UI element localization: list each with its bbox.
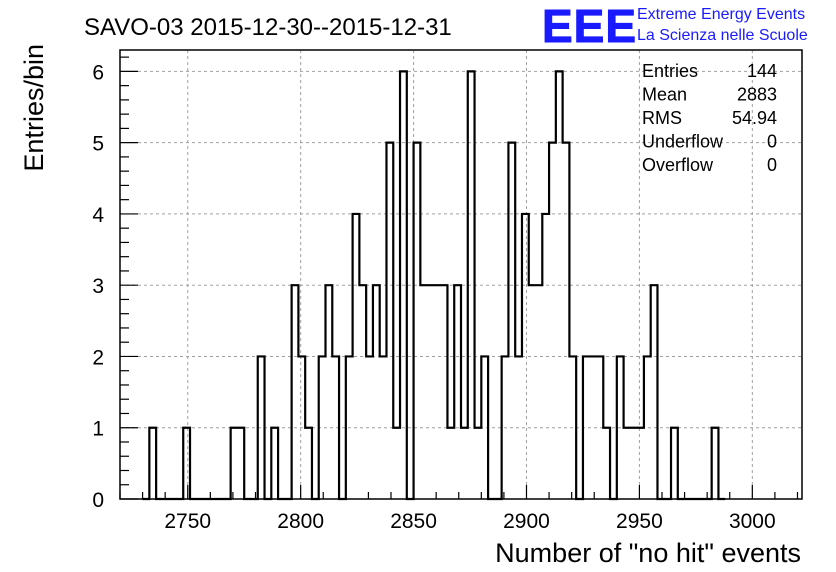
chart-title: SAVO-03 2015-12-30--2015-12-31 [84,14,452,41]
stats-label: Underflow [642,132,724,152]
stats-label: Entries [642,61,698,81]
y-tick-label: 0 [92,489,104,512]
x-tick-label: 2900 [503,510,550,533]
stats-label: Mean [642,85,687,105]
y-axis-title: Entries/bin [19,44,49,172]
y-tick-labels: 0 1 2 3 4 5 6 [92,61,104,512]
y-tick-label: 3 [92,275,104,298]
stats-value: 2883 [737,85,777,105]
eee-logo-mark: EEE [542,0,637,52]
y-tick-label: 2 [92,346,104,369]
y-tick-label: 5 [92,133,104,156]
eee-logo-line2: La Scienza nelle Scuole [637,27,808,44]
plot-frame [119,49,803,500]
x-tick-label: 2950 [616,510,663,533]
histogram-series [142,70,726,501]
stats-value: 0 [767,132,777,152]
stats-value: 54.94 [732,108,777,128]
stats-label: Overflow [642,155,714,175]
eee-logo: EEE Extreme Energy Events La Scienza nel… [542,0,808,53]
x-axis-title: Number of "no hit" events [495,538,801,568]
y-tick-label: 1 [92,418,104,441]
stats-value: 0 [767,155,777,175]
stats-label: RMS [642,108,682,128]
y-tick-label: 6 [92,61,104,84]
x-tick-label: 3000 [729,510,776,533]
x-tick-label: 2800 [277,510,324,533]
eee-logo-line1: Extreme Energy Events [637,6,805,23]
stats-value: 144 [747,61,777,81]
x-tick-label: 2750 [164,510,211,533]
grid-lines [120,50,802,499]
x-tick-label: 2850 [390,510,437,533]
axis-ticks [119,56,799,500]
stats-box: Entries 144 Mean 2883 RMS 54.94 Underflow 0 Over… [642,61,777,175]
x-tick-labels: 2750 2800 2850 2900 2950 3000 [164,510,775,533]
y-tick-label: 4 [92,204,104,227]
